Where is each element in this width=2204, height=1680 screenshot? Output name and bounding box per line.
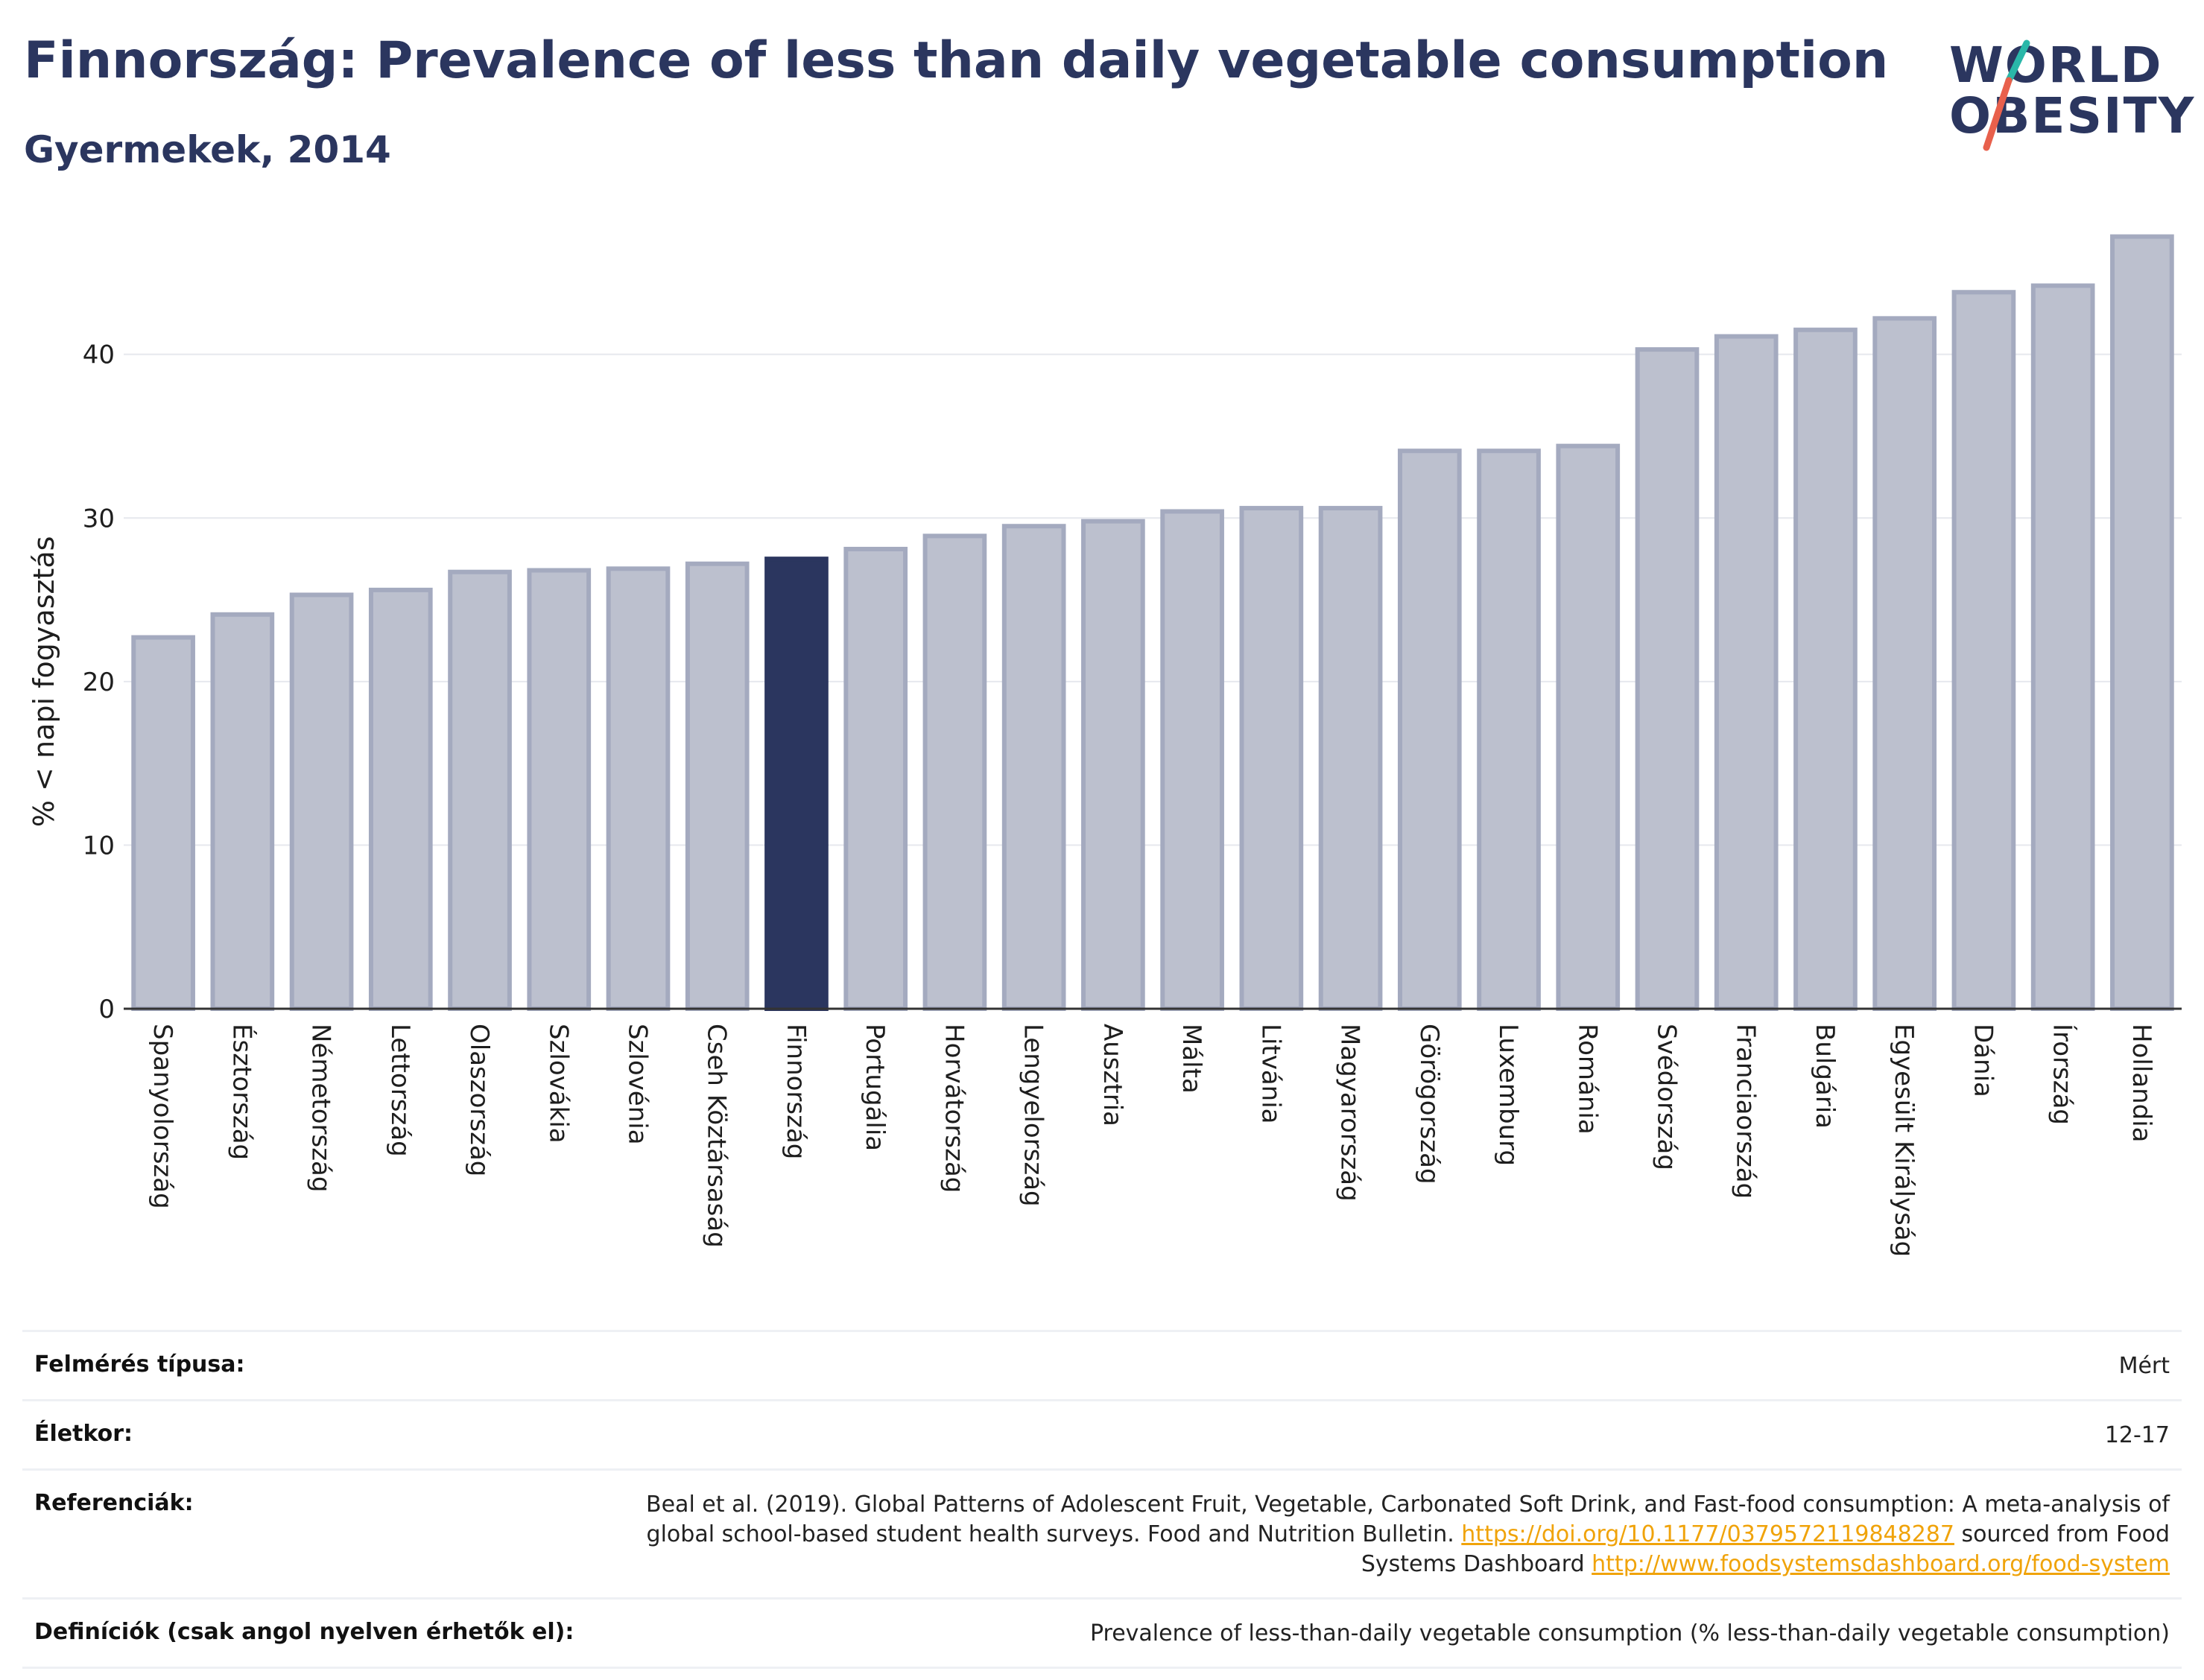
bar-Hollandia <box>2110 234 2174 1012</box>
survey-type-label: Felmérés típusa: <box>34 1351 245 1378</box>
bar-Lengyelország <box>1001 524 1066 1011</box>
y-axis-label: % < napi fogyasztás <box>28 536 60 827</box>
bar-Észtország <box>210 612 275 1011</box>
bar-Szlovákia <box>527 568 592 1011</box>
reference-text-1: Beal et al. (2019). Global Patterns of A… <box>646 1492 2170 1547</box>
x-tick-label: Dánia <box>1968 1024 1998 1097</box>
references-value: Beal et al. (2019). Global Patterns of A… <box>627 1490 2170 1579</box>
survey-type-row: Felmérés típusa: Mért <box>22 1330 2182 1399</box>
x-tick-label: Olaszország <box>464 1024 494 1176</box>
x-tick-label: Litvánia <box>1255 1024 1285 1124</box>
x-tick-label: Svédország <box>1652 1024 1682 1170</box>
bar-Lettország <box>368 587 433 1011</box>
x-tick-label: Spanyolország <box>148 1024 177 1209</box>
bar-Litvánia <box>1239 506 1304 1011</box>
y-tick-label: 40 <box>83 340 115 370</box>
bar-Cseh Köztársaság <box>685 561 750 1011</box>
x-tick-label: Lettország <box>385 1024 415 1157</box>
bar-Dánia <box>1951 290 2016 1012</box>
x-tick-label: Észtország <box>227 1024 257 1160</box>
y-tick-label: 0 <box>98 995 115 1024</box>
info-table: Felmérés típusa: Mért Életkor: 12-17 Ref… <box>22 1330 2182 1669</box>
bar-Görögország <box>1397 448 1462 1011</box>
x-tick-label: Finnország <box>781 1024 811 1159</box>
bar-Málta <box>1160 509 1224 1011</box>
reference-text-2: sourced from Food Systems Dashboard <box>1361 1521 2170 1577</box>
bar-Németország <box>289 592 354 1011</box>
bar-Finnország <box>764 557 829 1012</box>
bar-Szlovénia <box>606 566 671 1011</box>
references-label: Referenciák: <box>34 1490 194 1516</box>
food-systems-link[interactable]: http://www.foodsystemsdashboard.org/food… <box>1592 1551 2170 1577</box>
chart-title: Finnország: Prevalence of less than dail… <box>24 31 1889 90</box>
x-tick-label: Hollandia <box>2127 1024 2156 1143</box>
x-tick-label: Franciaország <box>1731 1024 1761 1199</box>
y-axis-ticks: 0 10 20 30 40 <box>83 340 115 1024</box>
x-tick-label: Egyesült Királyság <box>1889 1024 1919 1257</box>
x-tick-label: Németország <box>306 1024 336 1192</box>
y-tick-label: 30 <box>83 504 115 533</box>
bar-Bulgária <box>1793 327 1858 1011</box>
x-tick-label: Horvátország <box>939 1024 969 1193</box>
x-tick-label: Málta <box>1177 1024 1206 1094</box>
x-tick-label: Magyarország <box>1335 1024 1365 1202</box>
x-axis-ticks: Spanyolország Észtország Németország Lettor… <box>148 1024 2156 1257</box>
age-value: 12-17 <box>2104 1422 2170 1448</box>
x-tick-label: Cseh Köztársaság <box>702 1024 732 1248</box>
world-obesity-logo: WORLD OBESITY <box>1945 37 2194 156</box>
y-tick-label: 10 <box>83 831 115 860</box>
definitions-row: Definíciók (csak angol nyelven érhetők e… <box>22 1597 2182 1669</box>
bars <box>131 234 2174 1012</box>
x-tick-label: Portugália <box>860 1024 890 1151</box>
age-label: Életkor: <box>34 1421 133 1447</box>
bar-Luxemburg <box>1477 448 1541 1011</box>
bar-Írország <box>2030 283 2095 1012</box>
x-tick-label: Írország <box>2048 1024 2078 1125</box>
bar-Olaszország <box>448 569 512 1011</box>
bar-Horvátország <box>922 533 987 1011</box>
references-row: Referenciák: Beal et al. (2019). Global … <box>22 1468 2182 1597</box>
bar-Magyarország <box>1318 506 1383 1011</box>
bar-Spanyolország <box>131 635 195 1011</box>
bar-chart: 0 10 20 30 40 Spanyolország Észtország Németor… <box>28 234 2182 1257</box>
logo-line-1: WORLD <box>1949 37 2163 94</box>
x-tick-label: Szlovákia <box>543 1024 573 1144</box>
bar-Egyesült Királyság <box>1872 316 1937 1011</box>
y-tick-label: 20 <box>83 668 115 697</box>
bar-Románia <box>1556 443 1621 1011</box>
x-tick-label: Szlovénia <box>623 1024 653 1145</box>
x-tick-label: Luxemburg <box>1493 1024 1523 1166</box>
chart-subtitle: Gyermekek, 2014 <box>24 128 391 171</box>
x-tick-label: Bulgária <box>1810 1024 1840 1129</box>
bar-Svédország <box>1635 347 1700 1011</box>
doi-link[interactable]: https://doi.org/10.1177/0379572119848287 <box>1461 1521 1954 1547</box>
logo-slash-icon <box>1983 39 2030 151</box>
definitions-value: Prevalence of less-than-daily vegetable … <box>1089 1620 2170 1646</box>
age-row: Életkor: 12-17 <box>22 1399 2182 1468</box>
bar-Portugália <box>843 546 908 1011</box>
x-tick-label: Lengyelország <box>1019 1024 1048 1207</box>
bar-Franciaország <box>1714 334 1779 1011</box>
survey-type-value: Mért <box>2118 1353 2170 1379</box>
bar-Ausztria <box>1081 519 1145 1011</box>
definitions-label: Definíciók (csak angol nyelven érhetők e… <box>34 1619 574 1645</box>
x-tick-label: Románia <box>1572 1024 1602 1135</box>
x-tick-label: Görögország <box>1414 1024 1444 1185</box>
x-tick-label: Ausztria <box>1098 1024 1127 1126</box>
